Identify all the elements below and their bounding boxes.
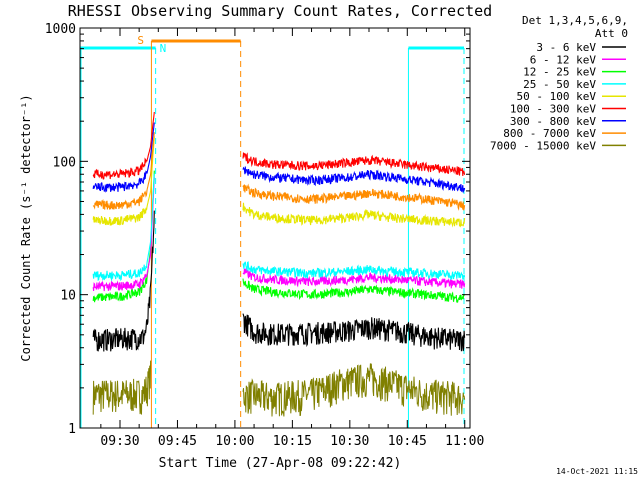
x-tick-label-11-00: 11:00: [445, 434, 484, 449]
chart-title: RHESSI Observing Summary Count Rates, Co…: [68, 2, 492, 20]
saa-label: S: [137, 34, 144, 47]
x-tick-label-10-30: 10:30: [330, 434, 369, 449]
legend-label-100-300-kev: 100 - 300 keV: [510, 103, 596, 116]
y-tick-label-100: 100: [53, 155, 76, 170]
series-line-100-300-kev: [92, 111, 466, 180]
series-line-800-7000-kev: [92, 132, 466, 211]
legend-label-7000-15000-kev: 7000 - 15000 keV: [490, 139, 596, 152]
legend-label-300-800-kev: 300 - 800 keV: [510, 115, 596, 128]
series-line-50-100-kev: [92, 136, 466, 228]
footer-timestamp: 14-Oct-2021 11:15: [556, 467, 638, 476]
y-tick-label-10: 10: [60, 289, 76, 304]
y-axis: 1 10 100 1000: [45, 22, 470, 437]
y-axis-label: Corrected Count Rate (s⁻¹ detector⁻¹): [19, 94, 33, 361]
series-line-300-800-kev: [92, 122, 466, 193]
legend-label-6-12-kev: 6 - 12 keV: [530, 53, 597, 66]
plot-frame: [79, 27, 471, 429]
plot-area: SN: [80, 34, 466, 428]
night-label: N: [160, 42, 167, 55]
series-line-3-6-kev: [92, 210, 466, 352]
series-line-7000-15000-kev: [92, 360, 466, 417]
x-axis: 09:30 09:45 10:00 10:15 10:30 10:45 11:00: [100, 28, 484, 449]
legend-header-line-2: Att 0: [595, 27, 628, 40]
legend-label-50-100-kev: 50 - 100 keV: [517, 90, 597, 103]
legend-label-3-6-kev: 3 - 6 keV: [536, 41, 596, 54]
x-tick-label-10-45: 10:45: [388, 434, 427, 449]
legend-label-12-25-kev: 12 - 25 keV: [523, 66, 596, 79]
series-line-12-25-kev: [92, 170, 466, 304]
y-tick-label-1: 1: [68, 422, 76, 437]
series-line-6-12-kev: [92, 177, 466, 292]
x-axis-label: Start Time (27-Apr-08 09:22:42): [159, 456, 402, 471]
x-tick-label-09-30: 09:30: [100, 434, 139, 449]
legend-header-line-1: Det 1,3,4,5,6,9,: [522, 14, 628, 27]
series-line-25-50-kev: [92, 173, 466, 282]
x-tick-label-10-15: 10:15: [273, 434, 312, 449]
y-tick-label-1000: 1000: [45, 22, 76, 37]
legend-label-800-7000-kev: 800 - 7000 keV: [503, 127, 596, 140]
legend-label-25-50-kev: 25 - 50 keV: [523, 78, 596, 91]
x-tick-label-09-45: 09:45: [158, 434, 197, 449]
x-tick-label-10-00: 10:00: [215, 434, 254, 449]
